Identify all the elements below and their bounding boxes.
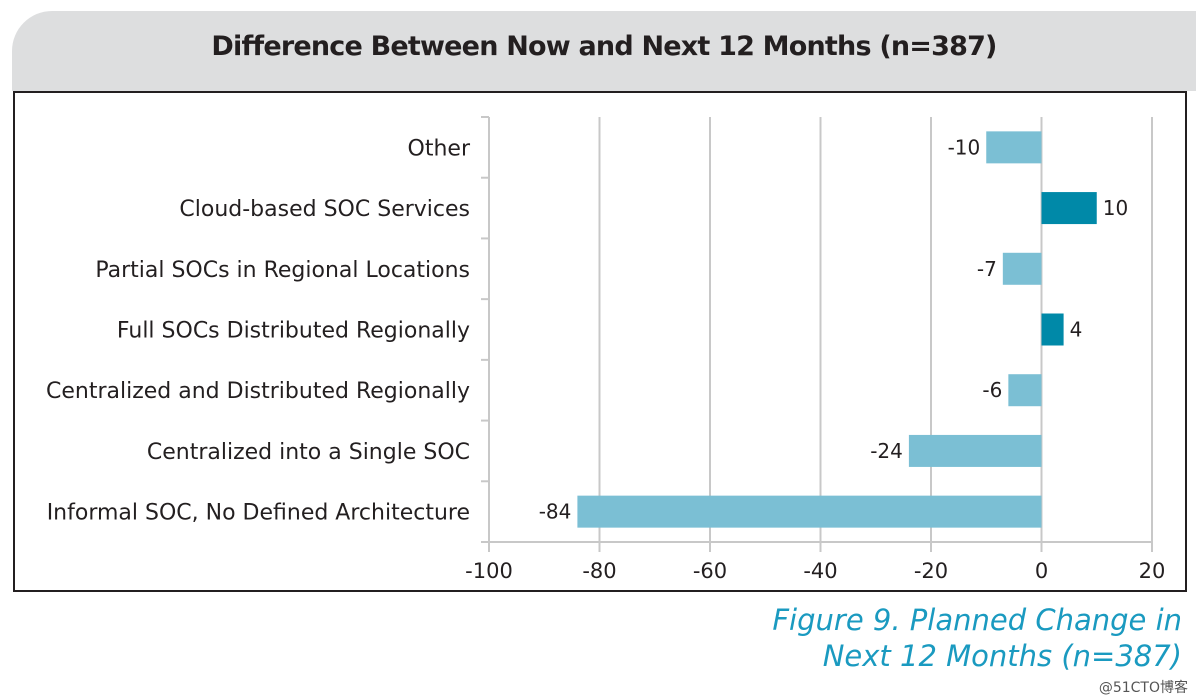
watermark: @51CTO博客 bbox=[1098, 680, 1188, 696]
bar bbox=[1041, 192, 1097, 225]
category-label: Informal SOC, No Defined Architecture bbox=[47, 501, 470, 526]
x-tick-label: -40 bbox=[803, 559, 837, 583]
category-label: Full SOCs Distributed Regionally bbox=[117, 319, 470, 344]
x-tick-label: 20 bbox=[1139, 559, 1166, 583]
category-label: Cloud-based SOC Services bbox=[179, 197, 470, 222]
bar bbox=[577, 495, 1042, 528]
data-label: 10 bbox=[1103, 196, 1128, 220]
x-tick-label: -80 bbox=[582, 559, 616, 583]
category-label: Centralized and Distributed Regionally bbox=[46, 379, 470, 404]
x-tick-label: 0 bbox=[1035, 559, 1048, 583]
data-label: 4 bbox=[1070, 318, 1083, 342]
x-tick-label: -60 bbox=[693, 559, 727, 583]
x-tick-label: -20 bbox=[914, 559, 948, 583]
bar bbox=[1041, 313, 1064, 346]
chart-title: Difference Between Now and Next 12 Month… bbox=[211, 31, 997, 62]
data-label: -7 bbox=[977, 257, 997, 281]
data-label: -6 bbox=[982, 378, 1002, 402]
caption-line-1: Figure 9. Planned Change in bbox=[772, 603, 1182, 637]
bar bbox=[986, 131, 1042, 164]
figure-caption: Figure 9. Planned Change in Next 12 Mont… bbox=[772, 602, 1182, 674]
category-label: Partial SOCs in Regional Locations bbox=[95, 258, 470, 283]
caption-line-2: Next 12 Months (n=387) bbox=[822, 639, 1182, 673]
title-band bbox=[12, 11, 1196, 91]
data-label: -24 bbox=[870, 439, 903, 463]
data-label: -84 bbox=[539, 500, 572, 524]
category-label: Centralized into a Single SOC bbox=[147, 440, 470, 465]
bar bbox=[908, 434, 1042, 467]
bar bbox=[1008, 374, 1042, 407]
data-label: -10 bbox=[948, 135, 981, 159]
category-label: Other bbox=[408, 136, 471, 161]
x-tick-label: -100 bbox=[465, 559, 513, 583]
bar bbox=[1002, 252, 1042, 285]
